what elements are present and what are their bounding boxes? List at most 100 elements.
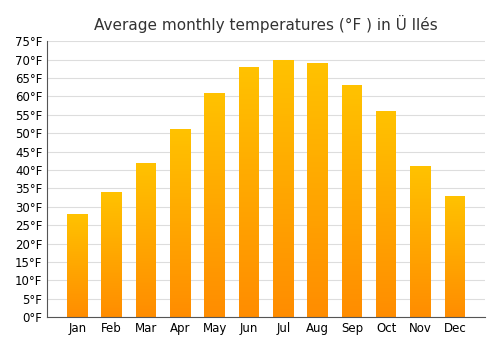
Bar	[410, 290, 431, 292]
Bar	[170, 130, 190, 131]
Bar	[273, 217, 293, 219]
Bar	[170, 231, 190, 233]
Bar	[376, 146, 396, 148]
Bar	[273, 108, 293, 111]
Bar	[273, 85, 293, 88]
Bar	[410, 272, 431, 273]
Bar	[204, 124, 225, 126]
Bar	[136, 292, 156, 294]
Bar	[444, 222, 465, 224]
Bar	[308, 180, 328, 183]
Bar	[238, 202, 260, 204]
Bar	[136, 203, 156, 204]
Bar	[342, 106, 362, 108]
Bar	[308, 124, 328, 127]
Bar	[308, 127, 328, 129]
Bar	[342, 88, 362, 90]
Bar	[238, 160, 260, 162]
Bar	[102, 222, 122, 223]
Bar	[410, 252, 431, 254]
Bar	[170, 212, 190, 214]
Bar	[342, 199, 362, 201]
Bar	[273, 111, 293, 114]
Bar	[238, 260, 260, 262]
Bar	[376, 255, 396, 257]
Bar	[273, 188, 293, 191]
Bar	[342, 259, 362, 261]
Bar	[444, 225, 465, 226]
Bar	[444, 307, 465, 309]
Bar	[410, 189, 431, 190]
Bar	[273, 279, 293, 281]
Bar	[238, 82, 260, 84]
Bar	[238, 275, 260, 277]
Bar	[376, 124, 396, 126]
Bar	[342, 257, 362, 259]
Bar	[136, 285, 156, 286]
Bar	[444, 302, 465, 304]
Bar	[238, 145, 260, 147]
Bar	[102, 247, 122, 248]
Bar	[410, 231, 431, 233]
Bar	[67, 278, 87, 279]
Bar	[376, 307, 396, 309]
Bar	[444, 226, 465, 227]
Bar	[136, 184, 156, 186]
Bar	[136, 294, 156, 295]
Bar	[67, 235, 87, 236]
Bar	[308, 86, 328, 89]
Bar	[170, 214, 190, 216]
Bar	[170, 302, 190, 304]
Bar	[376, 272, 396, 274]
Bar	[308, 276, 328, 279]
Bar	[308, 312, 328, 315]
Bar	[102, 234, 122, 236]
Bar	[342, 285, 362, 287]
Bar	[308, 282, 328, 284]
Bar	[204, 178, 225, 180]
Bar	[273, 137, 293, 139]
Bar	[238, 162, 260, 164]
Bar	[136, 167, 156, 169]
Bar	[170, 244, 190, 246]
Bar	[273, 170, 293, 173]
Bar	[273, 201, 293, 204]
Bar	[67, 298, 87, 299]
Bar	[238, 75, 260, 77]
Bar	[273, 67, 293, 70]
Bar	[67, 280, 87, 281]
Bar	[376, 237, 396, 239]
Bar	[238, 104, 260, 107]
Bar	[67, 237, 87, 238]
Bar	[67, 238, 87, 239]
Bar	[342, 299, 362, 301]
Bar	[342, 289, 362, 292]
Bar	[170, 169, 190, 171]
Bar	[376, 280, 396, 282]
Bar	[136, 240, 156, 242]
Bar	[204, 180, 225, 182]
Bar	[410, 169, 431, 171]
Bar	[376, 198, 396, 199]
Bar	[170, 300, 190, 302]
Bar	[376, 140, 396, 142]
Bar	[273, 247, 293, 250]
Bar	[102, 276, 122, 277]
Bar	[273, 284, 293, 286]
Bar	[376, 132, 396, 134]
Bar	[308, 254, 328, 256]
Bar	[136, 212, 156, 214]
Bar	[170, 268, 190, 270]
Bar	[376, 119, 396, 121]
Bar	[136, 288, 156, 289]
Bar	[204, 268, 225, 270]
Bar	[238, 152, 260, 154]
Bar	[136, 220, 156, 221]
Bar	[238, 300, 260, 302]
Bar	[376, 204, 396, 206]
Bar	[273, 83, 293, 85]
Bar	[136, 231, 156, 232]
Bar	[410, 219, 431, 220]
Bar	[204, 142, 225, 144]
Bar	[170, 150, 190, 152]
